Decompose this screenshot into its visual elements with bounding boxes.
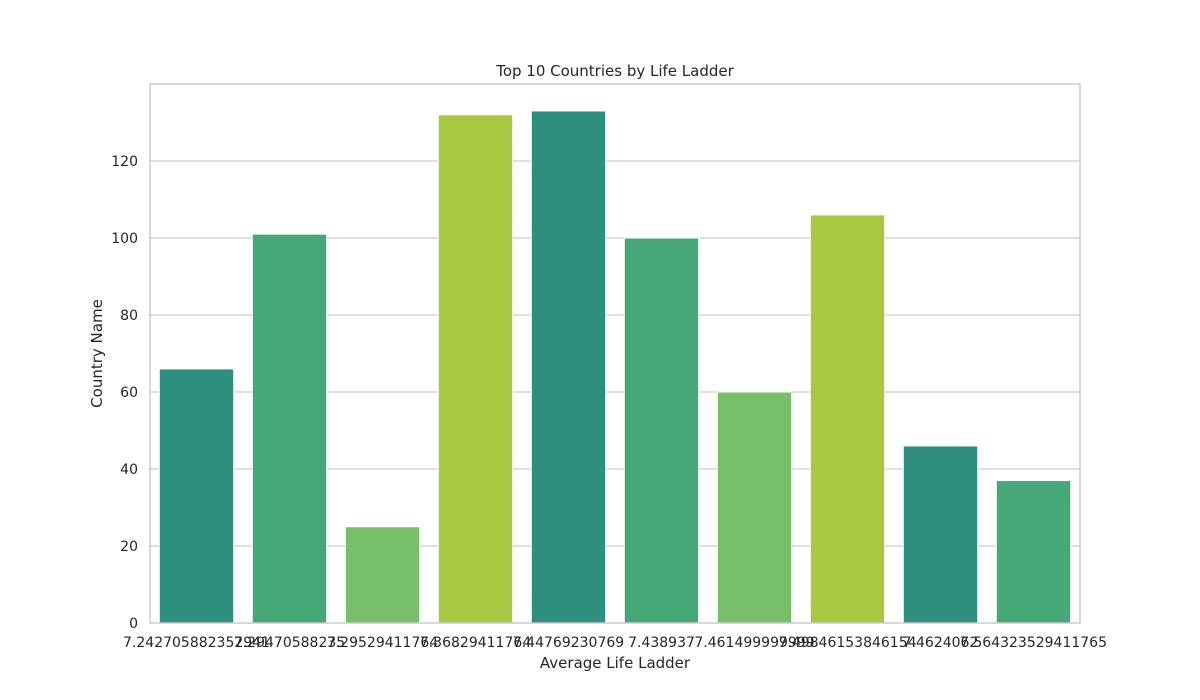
x-tick-label: 7.49846153846154 [778, 635, 916, 651]
y-tick-label: 100 [111, 231, 138, 247]
x-tick-label: 7.4624062 [903, 635, 979, 651]
bar [251, 233, 328, 624]
bar [530, 110, 607, 624]
bar [809, 214, 886, 624]
x-tick-label: 7.438937 [628, 635, 695, 651]
chart-title: Top 10 Countries by Life Ladder [495, 62, 734, 80]
x-tick-label: 7.44769230769 [513, 635, 624, 651]
bar [158, 368, 235, 624]
bars-layer [158, 110, 1072, 624]
y-axis-title: Country Name [88, 299, 106, 408]
x-axis-title: Average Life Ladder [540, 654, 691, 672]
y-tick-labels: 0 20 40 60 80 100 120 [111, 154, 138, 632]
y-tick-label: 60 [120, 385, 138, 401]
x-tick-label: 7.29470588235 [234, 635, 345, 651]
bar [995, 480, 1072, 624]
bar [437, 114, 514, 624]
bar [344, 526, 421, 624]
bar [716, 391, 793, 624]
y-tick-label: 0 [129, 616, 138, 632]
x-tick-labels: 7.2427058823529417.294705882357.29529411… [123, 635, 1107, 651]
x-tick-label: 7.29529411764 [327, 635, 438, 651]
x-tick-label: 7.564323529411765 [960, 635, 1107, 651]
y-tick-label: 20 [120, 539, 138, 555]
bar [623, 237, 700, 624]
x-tick-label: 7.461499999999 [694, 635, 814, 651]
x-tick-label: 7.242705882352941 [123, 635, 270, 651]
x-tick-label: 7.36829411764 [420, 635, 531, 651]
plot-frame [149, 83, 1081, 624]
y-tick-label: 80 [120, 308, 138, 324]
y-tick-label: 120 [111, 154, 138, 170]
y-tick-label: 40 [120, 462, 138, 478]
bar [902, 445, 979, 624]
